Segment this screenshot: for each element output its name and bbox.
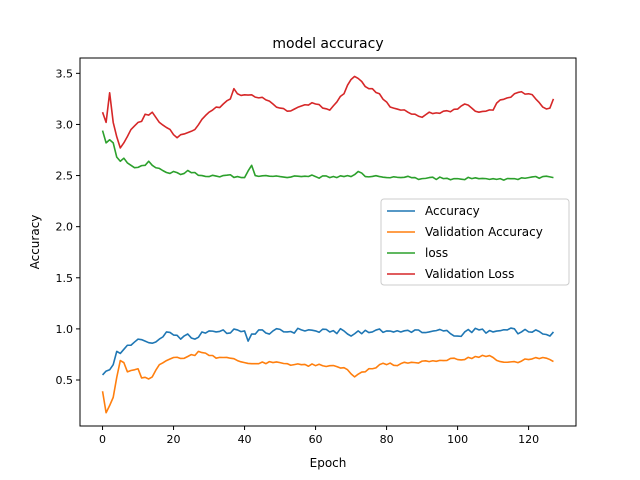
x-tick-label: 60 [309,433,323,446]
x-tick-label: 80 [380,433,394,446]
legend-label: Validation Loss [425,267,514,281]
y-tick-label: 1.5 [56,272,74,285]
x-tick-label: 120 [518,433,539,446]
series-line-validation-loss [101,75,555,149]
legend-box [380,198,570,286]
x-tick-label: 100 [447,433,468,446]
y-axis: 0.5 1.0 1.5 2.0 2.5 3.0 3.5 [56,67,80,387]
y-tick-label: 0.5 [56,374,74,387]
chart-title: model accuracy [272,36,383,52]
series-line-loss [101,130,554,181]
y-tick-label: 2.0 [56,221,74,234]
plot-frame [79,57,577,427]
y-axis-label: Accuracy [28,215,42,270]
legend: Accuracy Validation Accuracy loss Validatio… [380,198,570,286]
legend-label: Validation Accuracy [425,225,543,239]
legend-label: Accuracy [425,204,480,218]
y-tick-label: 1.0 [56,323,74,336]
series-line-accuracy [101,327,555,376]
x-axis-label: Epoch [310,456,347,470]
x-tick-label: 0 [99,433,106,446]
legend-label: loss [425,246,448,260]
y-tick-label: 3.5 [56,67,74,80]
series-lines [101,75,555,414]
x-axis: 0 20 40 60 80 100 120 [99,426,539,446]
y-tick-label: 2.5 [56,170,74,183]
series-line-validation-accuracy [101,350,554,414]
x-tick-label: 20 [167,433,181,446]
x-tick-label: 40 [238,433,252,446]
y-tick-label: 3.0 [56,118,74,131]
